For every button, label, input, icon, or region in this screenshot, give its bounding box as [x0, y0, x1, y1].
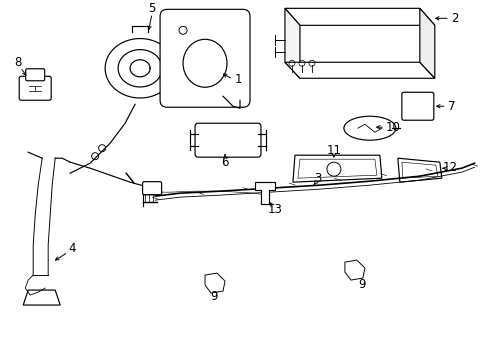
FancyBboxPatch shape: [142, 182, 161, 195]
Polygon shape: [285, 8, 299, 78]
FancyBboxPatch shape: [19, 76, 51, 100]
FancyBboxPatch shape: [401, 92, 433, 120]
Text: 12: 12: [442, 161, 456, 174]
Polygon shape: [23, 290, 60, 305]
Text: 9: 9: [357, 278, 365, 291]
Text: 6: 6: [221, 156, 228, 169]
FancyBboxPatch shape: [195, 123, 261, 157]
Text: 1: 1: [234, 73, 241, 86]
Text: 2: 2: [450, 12, 458, 25]
Polygon shape: [397, 158, 441, 182]
Text: 3: 3: [314, 172, 321, 185]
Text: 13: 13: [267, 203, 282, 216]
FancyBboxPatch shape: [26, 69, 44, 81]
Text: 11: 11: [326, 144, 341, 157]
Polygon shape: [254, 182, 274, 204]
Text: 10: 10: [385, 121, 400, 134]
Text: 7: 7: [447, 100, 455, 113]
Polygon shape: [204, 273, 224, 293]
Polygon shape: [292, 155, 381, 182]
Polygon shape: [285, 62, 434, 78]
Text: 8: 8: [15, 56, 22, 69]
Text: 5: 5: [148, 2, 156, 15]
Text: 4: 4: [68, 242, 76, 255]
Text: 9: 9: [210, 289, 217, 302]
Polygon shape: [344, 260, 364, 280]
Polygon shape: [285, 8, 434, 25]
FancyBboxPatch shape: [160, 9, 249, 107]
Polygon shape: [419, 8, 434, 78]
